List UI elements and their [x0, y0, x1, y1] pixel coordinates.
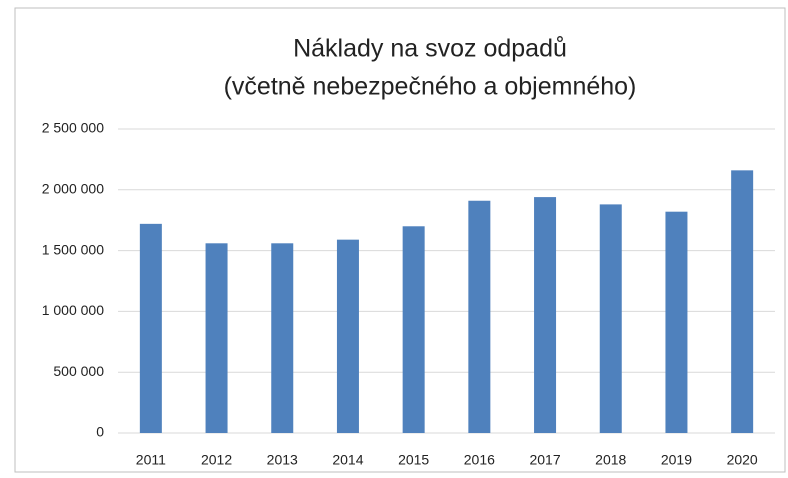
- y-tick-label: 1 000 000: [42, 302, 104, 318]
- x-tick-label: 2012: [201, 452, 232, 468]
- bar: [402, 226, 425, 433]
- bar: [139, 223, 162, 433]
- y-tick-label: 2 000 000: [42, 181, 104, 197]
- bar: [205, 243, 228, 433]
- x-tick-label: 2020: [727, 452, 758, 468]
- x-tick-label: 2013: [267, 452, 298, 468]
- bar: [599, 204, 622, 433]
- y-tick-label: 0: [96, 424, 104, 440]
- y-tick-label: 2 500 000: [42, 120, 104, 136]
- bar: [534, 197, 557, 433]
- bar: [468, 200, 491, 433]
- chart-subtitle: (včetně nebezpečného a objemného): [224, 73, 637, 101]
- x-tick-label: 2019: [661, 452, 692, 468]
- x-tick-label: 2015: [398, 452, 429, 468]
- y-tick-label: 1 500 000: [42, 241, 104, 257]
- x-tick-label: 2017: [529, 452, 560, 468]
- bar: [665, 211, 688, 433]
- bar: [271, 243, 294, 433]
- bar: [336, 239, 359, 433]
- x-tick-label: 2018: [595, 452, 626, 468]
- x-tick-label: 2014: [332, 452, 363, 468]
- x-tick-label: 2016: [464, 452, 495, 468]
- x-tick-label: 2011: [136, 452, 166, 468]
- bar: [731, 170, 754, 433]
- chart-title: Náklady na svoz odpadů: [293, 35, 567, 63]
- y-tick-label: 500 000: [53, 363, 104, 379]
